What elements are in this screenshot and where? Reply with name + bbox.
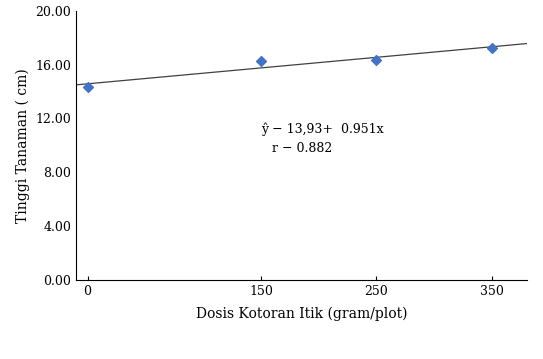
Point bbox=[372, 57, 381, 62]
Text: ŷ − 13,93+  0.951x: ŷ − 13,93+ 0.951x bbox=[261, 122, 383, 136]
Point bbox=[83, 84, 92, 90]
Y-axis label: Tinggi Tanaman ( cm): Tinggi Tanaman ( cm) bbox=[15, 68, 30, 223]
Point bbox=[488, 45, 496, 51]
Point bbox=[257, 58, 266, 64]
Text: r − 0.882: r − 0.882 bbox=[273, 141, 333, 155]
X-axis label: Dosis Kotoran Itik (gram/plot): Dosis Kotoran Itik (gram/plot) bbox=[195, 306, 407, 321]
